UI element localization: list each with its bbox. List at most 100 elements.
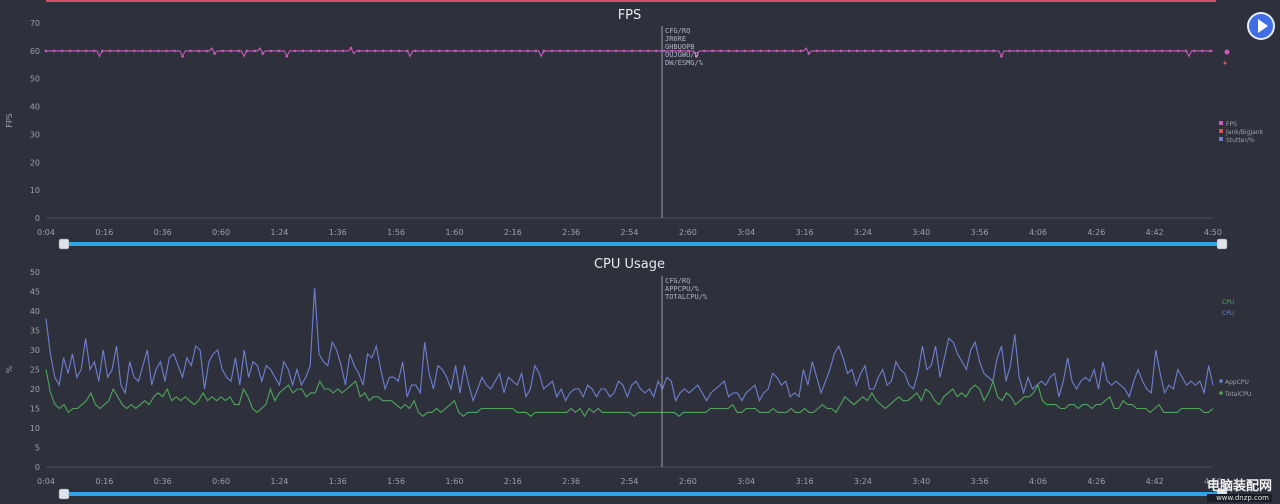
cpu-chart-ytick-label: 50 — [30, 268, 40, 277]
fps-chart-xtick-label: 0:04 — [37, 228, 55, 237]
cpu-chart-ytick-label: 5 — [35, 444, 40, 453]
cpu-chart-tooltip-line: APPCPU/% — [665, 285, 700, 293]
play-button[interactable] — [1247, 12, 1275, 40]
fps-chart-data-point — [1080, 49, 1084, 53]
fps-chart-data-point — [711, 49, 714, 53]
fps-chart-data-point — [655, 49, 658, 53]
fps-chart-data-point — [213, 52, 216, 55]
fps-chart-slider-handle-left[interactable] — [58, 238, 70, 250]
fps-chart-xtick-label: 1:24 — [270, 228, 288, 237]
fps-chart-data-point — [960, 49, 963, 53]
fps-chart-xtick-label: 4:06 — [1029, 228, 1047, 237]
fps-chart-data-point — [317, 49, 321, 53]
fps-chart-data-point — [847, 49, 851, 53]
fps-chart-data-point — [799, 49, 803, 53]
fps-chart-data-point — [679, 49, 682, 53]
fps-chart-data-point — [470, 49, 473, 53]
fps-chart-xtick-label: 0:60 — [212, 228, 230, 237]
cpu-chart-ylabel: % — [5, 365, 14, 373]
cpu-chart-xtick-label: 0:36 — [154, 477, 172, 486]
fps-chart-data-point — [839, 49, 843, 53]
fps-chart-data-point — [831, 49, 835, 53]
cpu-chart-tooltip-line: CFG/RQ — [665, 277, 690, 285]
fps-chart-data-point — [373, 49, 377, 53]
fps-chart-data-point — [237, 49, 240, 53]
fps-chart-data-point — [936, 49, 939, 53]
fps-chart-data-point — [574, 49, 578, 53]
fps-chart-data-point — [277, 49, 281, 53]
fps-chart-data-point — [205, 49, 208, 53]
fps-chart-data-point — [1193, 49, 1196, 53]
fps-chart-data-point — [807, 52, 811, 55]
fps-chart-tooltip-line: OUJGWU/D — [665, 51, 699, 59]
cpu-chart-slider-handle-left[interactable] — [58, 488, 70, 500]
fps-chart-data-point — [52, 49, 56, 53]
fps-chart-data-point — [911, 49, 915, 53]
fps-chart-data-point — [984, 49, 987, 53]
cpu-chart-ytick-label: 35 — [30, 327, 40, 336]
fps-chart-data-point — [390, 49, 393, 53]
fps-chart-data-point — [566, 49, 570, 53]
fps-chart-data-point — [1064, 49, 1068, 53]
fps-chart-data-point — [1128, 49, 1132, 53]
fps-legend-swatch — [1219, 129, 1223, 133]
fps-chart-data-point — [1112, 49, 1116, 53]
fps-chart-data-point — [815, 49, 819, 53]
fps-chart-data-point — [221, 49, 224, 53]
fps-chart-ytick-label: 50 — [30, 75, 40, 84]
fps-chart-data-point — [478, 49, 481, 53]
fps-chart-data-point — [968, 49, 971, 53]
fps-chart-ytick-label: 40 — [30, 103, 40, 112]
fps-chart-data-point — [157, 49, 160, 53]
cpu-chart-ytick-label: 15 — [30, 405, 40, 414]
fps-chart-data-point — [301, 49, 305, 53]
fps-chart-tooltip-line: CFG/RQ — [665, 27, 690, 35]
cpu-chart-xtick-label: 3:40 — [912, 477, 930, 486]
fps-legend-swatch — [1219, 137, 1223, 141]
fps-chart-data-point — [638, 49, 642, 53]
cpu-chart-xtick-label: 2:60 — [679, 477, 697, 486]
fps-end-marker — [1224, 49, 1230, 55]
fps-chart-data-point — [44, 49, 48, 53]
fps-chart-data-point — [357, 49, 361, 53]
fps-chart-data-point — [895, 49, 899, 53]
cpu-chart-xtick-label: 4:06 — [1029, 477, 1047, 486]
cpu-chart-title: CPU Usage — [594, 257, 665, 272]
cpu-chart-ytick-label: 20 — [30, 385, 40, 394]
cpu-legend-swatch — [1219, 391, 1223, 395]
fps-chart-data-point — [269, 49, 273, 53]
fps-chart-data-point — [719, 49, 722, 53]
fps-chart-data-point — [1104, 49, 1108, 53]
fps-chart-data-point — [952, 49, 955, 53]
fps-chart-data-point — [141, 49, 144, 53]
fps-chart-slider-handle-right[interactable] — [1216, 238, 1228, 250]
watermark-title: 电脑装配网 — [1206, 479, 1272, 494]
fps-chart-data-point — [671, 49, 674, 53]
fps-chart-xtick-label: 4:42 — [1146, 228, 1164, 237]
fps-chart-data-point — [486, 49, 489, 53]
fps-chart-tooltip-line: GHBUOPB — [665, 43, 695, 51]
fps-chart-data-point — [285, 55, 289, 58]
fps-chart-ytick-label: 60 — [30, 47, 40, 56]
fps-chart-xtick-label: 1:36 — [329, 228, 347, 237]
fps-chart-data-point — [100, 49, 104, 53]
fps-chart-data-point — [365, 49, 369, 53]
fps-chart-data-point — [293, 49, 297, 53]
fps-chart-xtick-label: 3:56 — [971, 228, 989, 237]
fps-chart-data-point — [60, 49, 64, 53]
fps-chart-data-point — [1048, 49, 1051, 53]
fps-chart-data-point — [1016, 49, 1019, 53]
fps-chart-data-point — [502, 49, 506, 53]
cpu-legend-swatch — [1219, 379, 1223, 383]
fps-chart-data-point — [630, 49, 634, 53]
cpu-chart-ytick-label: 25 — [30, 366, 40, 375]
fps-end-marker-2 — [1223, 61, 1227, 65]
fps-chart-data-point — [1088, 49, 1092, 53]
fps-chart-data-point — [759, 49, 762, 53]
fps-chart-data-point — [855, 49, 859, 53]
fps-chart-data-point — [1000, 55, 1003, 58]
fps-chart-data-point — [446, 49, 449, 53]
cpu-legend-label: AppCPU — [1225, 379, 1249, 386]
fps-chart-data-point — [117, 49, 120, 53]
